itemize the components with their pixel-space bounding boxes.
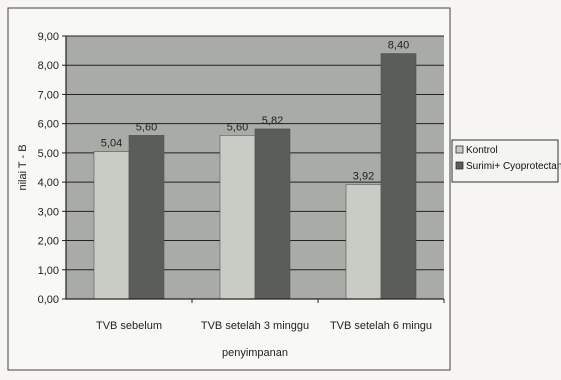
- y-tick-label: 0,00: [38, 294, 59, 306]
- data-label: 8,40: [388, 40, 409, 52]
- bar-kontrol-1: [219, 135, 256, 300]
- y-axis-ticks: 0,00 1,00 2,00 3,00 4,00 5,00 6,00 7,00 8,00 9,00: [38, 31, 66, 306]
- legend-entry: Kontrol: [466, 145, 498, 156]
- y-tick-label: 9,00: [38, 31, 59, 43]
- axes: [65, 36, 444, 300]
- bar-surimi-1: [254, 128, 291, 300]
- x-tick-label: TVB sebelum: [96, 320, 162, 332]
- x-tick-label: TVB setelah 6 mingu: [330, 320, 432, 332]
- legend-entry: Surimi+ Cyoprotectan: [466, 161, 561, 172]
- data-label: 3,92: [353, 170, 374, 182]
- data-labels: 5,04 5,60 5,60 5,82 3,92 8,40: [101, 40, 409, 183]
- bar-surimi-0: [128, 135, 165, 300]
- data-label: 5,04: [101, 138, 122, 150]
- bar-kontrol-2: [345, 184, 382, 300]
- data-label: 5,82: [262, 115, 283, 127]
- legend-swatch: [455, 145, 464, 154]
- x-tick-label: TVB setelah 3 minggu: [201, 320, 309, 332]
- legend-swatch: [455, 161, 464, 170]
- y-tick-label: 1,00: [38, 265, 59, 277]
- y-tick-label: 6,00: [38, 119, 59, 131]
- y-tick-label: 3,00: [38, 206, 59, 218]
- bars: [93, 53, 417, 300]
- bar-surimi-2: [380, 53, 417, 300]
- y-tick-label: 4,00: [38, 177, 59, 189]
- y-tick-label: 5,00: [38, 148, 59, 160]
- legend: Kontrol Surimi+ Cyoprotectan: [451, 139, 561, 183]
- x-axis-title: penyimpanan: [222, 347, 288, 359]
- y-tick-label: 8,00: [38, 60, 59, 72]
- data-label: 5,60: [227, 121, 248, 133]
- data-label: 5,60: [136, 121, 157, 133]
- x-axis-ticks: TVB sebelum TVB setelah 3 minggu TVB setel…: [96, 299, 445, 332]
- bar-kontrol-0: [93, 151, 130, 300]
- legend-box: [451, 139, 559, 183]
- y-axis-title: nilai T - B: [17, 144, 29, 190]
- y-tick-label: 7,00: [38, 89, 59, 101]
- y-tick-label: 2,00: [38, 236, 59, 248]
